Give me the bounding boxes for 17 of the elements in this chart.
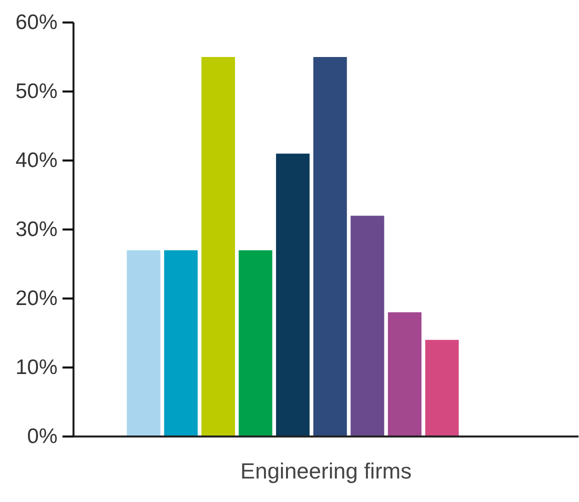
bar [276,154,310,436]
y-tick-label: 50% [15,80,58,103]
y-tick-label: 60% [15,11,58,34]
x-axis-title: Engineering firms [240,458,412,484]
bar [126,250,160,436]
bar [164,250,198,436]
bar [388,312,422,436]
bar [238,250,272,436]
bar [313,57,347,436]
y-tick-label: 30% [15,218,58,241]
bar [350,216,384,436]
bar [201,57,235,436]
y-tick-label: 10% [15,356,58,379]
bar [425,340,459,436]
y-tick-label: 40% [15,149,58,172]
y-tick-label: 0% [27,425,58,448]
y-tick-label: 20% [15,287,58,310]
